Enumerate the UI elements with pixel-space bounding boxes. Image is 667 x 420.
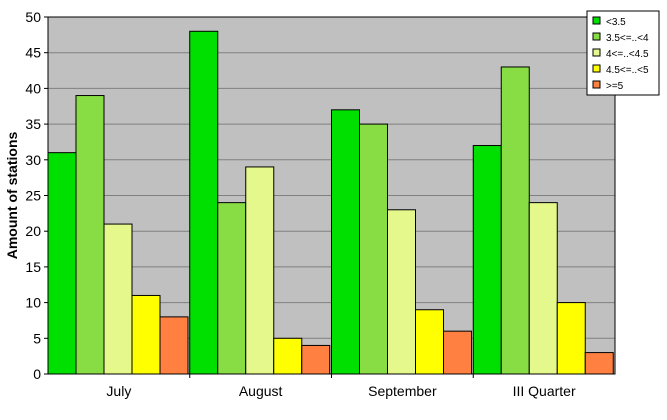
x-category-label: September — [368, 383, 437, 399]
bar — [47, 152, 77, 375]
legend-label: <3.5 — [606, 17, 626, 28]
legend-label: 4<=..<4.5 — [606, 49, 649, 60]
y-tick-label: 50 — [25, 9, 41, 25]
bar — [443, 330, 472, 375]
bar — [556, 302, 586, 375]
legend-swatch — [592, 64, 601, 73]
y-axis-title: Amount of stations — [4, 132, 20, 260]
legend-swatch — [592, 80, 601, 89]
legend-swatch — [592, 32, 601, 41]
bar — [359, 123, 388, 375]
bar — [103, 223, 133, 375]
bar — [331, 109, 360, 375]
bar — [387, 209, 416, 375]
bar — [131, 294, 161, 375]
legend-label: >=5 — [606, 81, 624, 92]
legend-label: 4.5<=..<5 — [606, 65, 649, 76]
bar — [217, 202, 247, 375]
y-tick-label: 40 — [25, 80, 41, 96]
bar — [245, 166, 275, 375]
bar — [500, 66, 530, 375]
y-tick-label: 25 — [25, 188, 41, 204]
x-category-label: August — [239, 383, 283, 399]
y-tick-label: 10 — [25, 295, 41, 311]
legend-swatch — [592, 48, 601, 57]
bar — [528, 202, 558, 375]
bar — [472, 145, 502, 375]
y-tick-label: 15 — [25, 259, 41, 275]
legend-label: 3.5<=..<4 — [606, 33, 649, 44]
y-tick-label: 20 — [25, 223, 41, 239]
y-tick-label: 45 — [25, 45, 41, 61]
bar — [301, 344, 331, 375]
legend: <3.5 3.5<=..<4 4<=..<4.5 4.5<=..<5 >=5 — [586, 10, 660, 96]
bar — [584, 352, 614, 375]
y-tick-label: 35 — [25, 116, 41, 132]
bar — [75, 95, 105, 375]
bar — [415, 309, 444, 375]
bar — [189, 30, 219, 375]
bar — [159, 316, 189, 375]
axes: 0 5 10 15 20 25 30 35 40 45 50 July August September I… — [25, 9, 616, 399]
y-tick-label: 30 — [25, 152, 41, 168]
y-tick-label: 5 — [33, 330, 41, 346]
bar — [273, 337, 303, 375]
y-tick-label: 0 — [33, 366, 41, 382]
x-category-label: July — [106, 383, 131, 399]
legend-swatch — [592, 16, 601, 25]
bars — [47, 30, 614, 375]
x-category-label: III Quarter — [513, 383, 576, 399]
